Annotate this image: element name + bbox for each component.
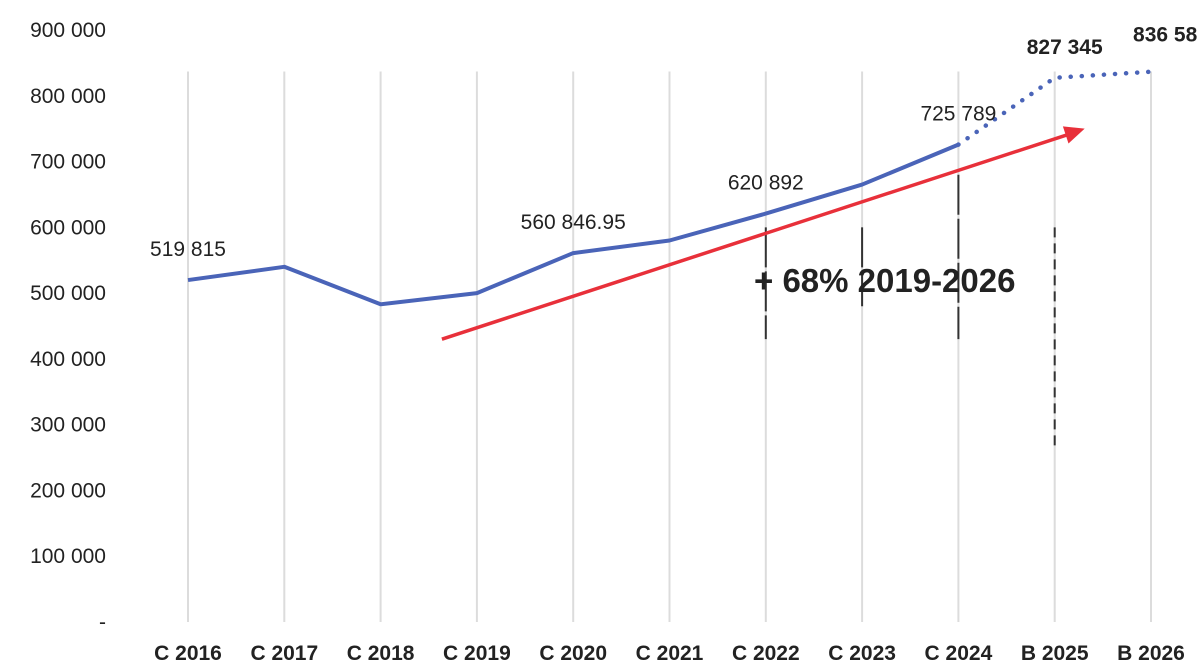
x-tick-label: C 2019 xyxy=(443,642,511,664)
data-labels: 519 815 560 846.95 620 892 725 789 827 345 83… xyxy=(150,24,1197,261)
y-tick-label: 400 000 xyxy=(30,348,106,371)
x-tick-label: C 2023 xyxy=(828,642,896,664)
data-label: 836 580 xyxy=(1133,24,1197,47)
x-tick-label: C 2021 xyxy=(636,642,704,664)
y-tick-label: 900 000 xyxy=(30,19,106,42)
x-tick-label: C 2020 xyxy=(539,642,607,664)
x-tick-label: C 2022 xyxy=(732,642,800,664)
series-line xyxy=(187,69,1154,307)
trend-arrow-shaft xyxy=(441,132,1072,341)
trend-arrow xyxy=(441,126,1085,341)
y-axis-tick-labels: - 100 000 200 000 300 000 400 000 500 000 600 … xyxy=(30,19,106,634)
y-tick-label: - xyxy=(99,611,106,634)
trend-arrow-head xyxy=(1062,126,1085,144)
data-label: 620 892 xyxy=(728,172,804,195)
annotation-divider-lines xyxy=(764,174,1056,451)
data-label: 827 345 xyxy=(1027,36,1103,59)
x-tick-label: C 2018 xyxy=(347,642,415,664)
x-tick-label: B 2025 xyxy=(1021,642,1089,664)
y-tick-label: 700 000 xyxy=(30,151,106,174)
y-tick-label: 500 000 xyxy=(30,282,106,305)
y-tick-label: 800 000 xyxy=(30,85,106,108)
y-tick-label: 600 000 xyxy=(30,216,106,239)
y-tick-label: 100 000 xyxy=(30,545,106,568)
x-tick-label: C 2017 xyxy=(250,642,318,664)
x-tick-label: C 2024 xyxy=(925,642,993,664)
data-label: 560 846.95 xyxy=(521,211,626,234)
x-tick-label: B 2026 xyxy=(1117,642,1185,664)
vertical-grid-lines xyxy=(187,71,1152,622)
x-axis-tick-labels: C 2016 C 2017 C 2018 C 2019 C 2020 C 2021 C 20… xyxy=(154,642,1185,664)
growth-annotation: + 68% 2019-2026 xyxy=(754,262,1015,299)
x-tick-label: C 2016 xyxy=(154,642,222,664)
data-label: 725 789 xyxy=(920,103,996,126)
y-tick-label: 200 000 xyxy=(30,479,106,502)
data-label: 519 815 xyxy=(150,238,226,261)
y-tick-label: 300 000 xyxy=(30,414,106,437)
series-line-actual xyxy=(187,142,960,307)
